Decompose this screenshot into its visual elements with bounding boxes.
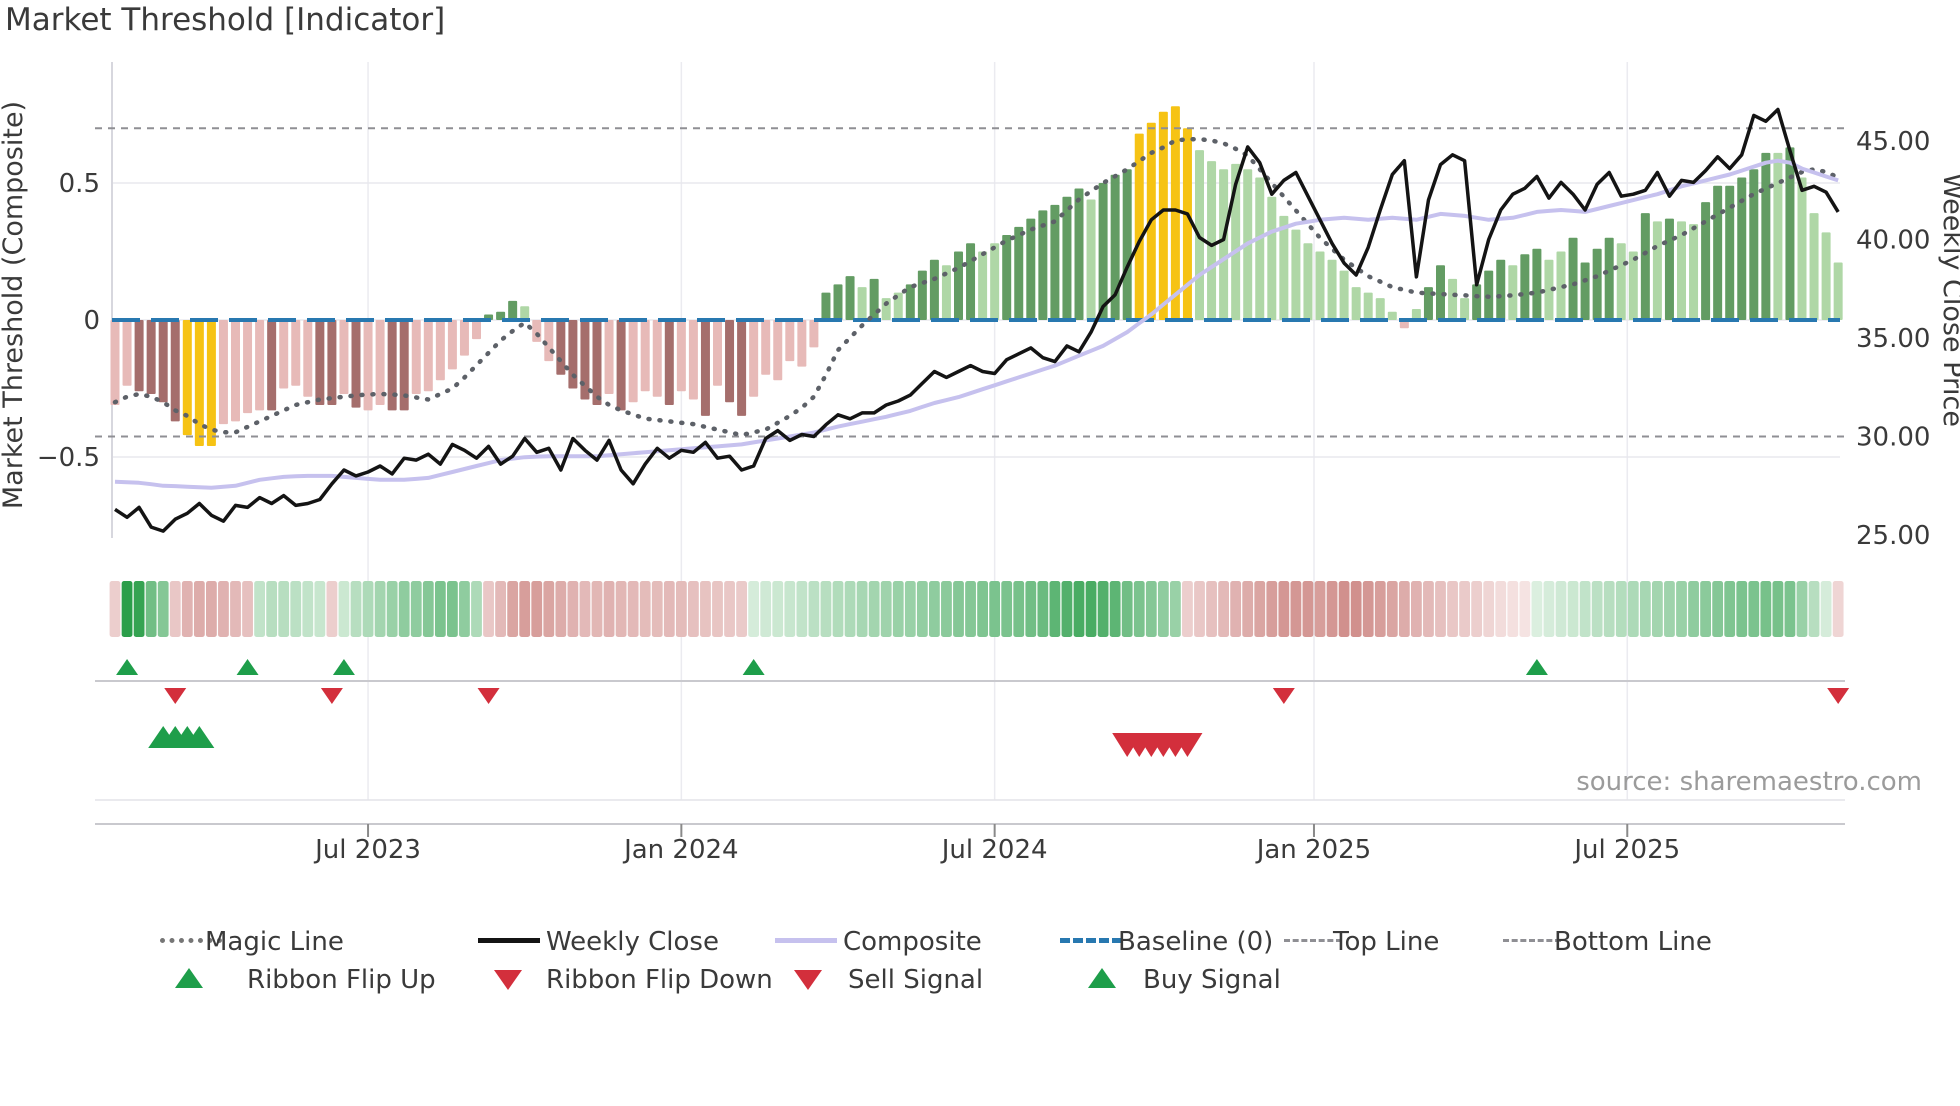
sell-signal-triangle-icon [794, 970, 822, 990]
legend-label: Magic Line [205, 927, 344, 957]
flip-down-triangle-icon [494, 970, 522, 990]
right-axis-tick-label: 45.00 [1856, 127, 1930, 157]
composite-swatch-icon [775, 938, 837, 943]
ribbon-flip-up-marker [1525, 659, 1548, 675]
buy-signal-triangle-icon [1088, 968, 1116, 988]
baseline-swatch-icon [1060, 938, 1122, 943]
left-axis-tick-label: 0.5 [59, 169, 100, 199]
weekly-close-swatch-icon [478, 938, 540, 943]
ribbon-flip-up-marker [332, 659, 355, 675]
legend-label: Bottom Line [1554, 927, 1712, 957]
magic-line-swatch-icon [160, 938, 222, 943]
right-axis-tick-label: 40.00 [1856, 226, 1930, 256]
sell-signal-marker [1172, 733, 1203, 757]
legend-label: Weekly Close [546, 927, 719, 957]
legend-label: Buy Signal [1143, 965, 1281, 995]
right-axis-tick-label: 30.00 [1856, 423, 1930, 453]
legend-label: Sell Signal [848, 965, 984, 995]
ribbon-flip-down-marker [477, 688, 500, 704]
x-axis-tick-label: Jul 2024 [940, 835, 1048, 865]
top-line-swatch-icon [1284, 939, 1342, 942]
legend-label: Top Line [1333, 927, 1440, 957]
ribbon-flip-down-marker [1272, 688, 1295, 704]
legend-label: Composite [843, 927, 982, 957]
legend-label: Ribbon Flip Down [546, 965, 773, 995]
ribbon-flip-up-marker [742, 659, 765, 675]
x-axis-tick-label: Jan 2024 [622, 835, 739, 865]
right-axis-title: Weekly Close Price [1937, 173, 1960, 427]
left-axis-tick-label: 0 [83, 306, 100, 336]
ribbon-flip-up-marker [236, 659, 259, 675]
legend-label: Ribbon Flip Up [247, 965, 436, 995]
left-axis-tick-label: −0.5 [37, 443, 100, 473]
ribbon-flip-down-marker [1827, 688, 1850, 704]
flip-up-triangle-icon [175, 968, 203, 988]
x-axis-tick-label: Jul 2023 [313, 835, 421, 865]
x-axis-tick-label: Jan 2025 [1255, 835, 1372, 865]
right-axis-tick-label: 25.00 [1856, 521, 1930, 551]
ribbon-flip-down-marker [164, 688, 187, 704]
x-axis-tick-label: Jul 2025 [1572, 835, 1680, 865]
bottom-line-swatch-icon [1503, 939, 1561, 942]
ribbon-flip-up-marker [116, 659, 139, 675]
buy-signal-marker [184, 726, 215, 748]
source-credit: source: sharemaestro.com [1576, 767, 1922, 797]
page-title: Market Threshold [Indicator] [5, 2, 446, 38]
right-axis-tick-label: 35.00 [1856, 324, 1930, 354]
ribbon-flip-down-marker [320, 688, 343, 704]
legend-label: Baseline (0) [1118, 927, 1274, 957]
left-axis-title: Market Threshold (Composite) [0, 101, 29, 509]
